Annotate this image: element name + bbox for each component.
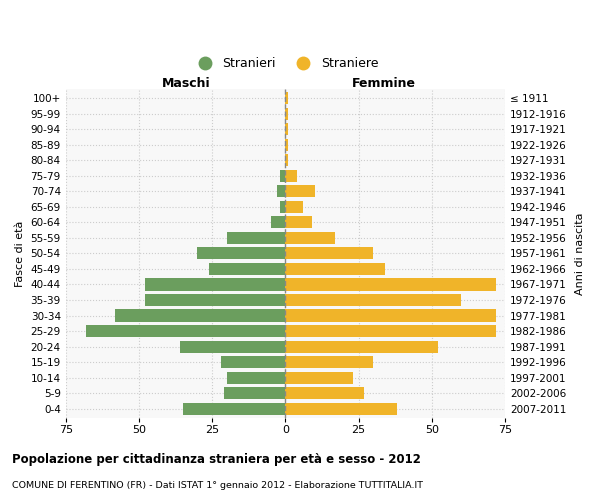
Bar [280, 201, 286, 213]
Bar [209, 263, 286, 275]
Bar [277, 185, 286, 198]
Bar [271, 216, 286, 228]
Bar [180, 340, 286, 352]
Bar [286, 278, 496, 290]
Bar [145, 278, 286, 290]
Bar [286, 356, 373, 368]
Bar [286, 310, 496, 322]
Bar [286, 170, 297, 182]
Bar [145, 294, 286, 306]
Text: COMUNE DI FERENTINO (FR) - Dati ISTAT 1° gennaio 2012 - Elaborazione TUTTITALIA.: COMUNE DI FERENTINO (FR) - Dati ISTAT 1°… [12, 480, 423, 490]
Bar [286, 216, 312, 228]
Bar [286, 201, 303, 213]
Y-axis label: Fasce di età: Fasce di età [15, 220, 25, 286]
Legend: Stranieri, Straniere: Stranieri, Straniere [187, 52, 383, 75]
Text: Popolazione per cittadinanza straniera per età e sesso - 2012: Popolazione per cittadinanza straniera p… [12, 452, 421, 466]
Text: Femmine: Femmine [352, 78, 416, 90]
Bar [227, 372, 286, 384]
Bar [286, 248, 373, 260]
Bar [286, 92, 288, 104]
Bar [286, 232, 335, 244]
Bar [286, 123, 288, 135]
Bar [286, 108, 288, 120]
Y-axis label: Anni di nascita: Anni di nascita [575, 212, 585, 294]
Text: Maschi: Maschi [162, 78, 211, 90]
Bar [286, 263, 385, 275]
Bar [286, 372, 353, 384]
Bar [280, 170, 286, 182]
Bar [197, 248, 286, 260]
Bar [286, 154, 288, 166]
Bar [286, 340, 437, 352]
Bar [286, 402, 397, 415]
Bar [286, 138, 288, 151]
Bar [286, 387, 364, 400]
Bar [183, 402, 286, 415]
Bar [224, 387, 286, 400]
Bar [286, 294, 461, 306]
Bar [227, 232, 286, 244]
Bar [286, 325, 496, 337]
Bar [86, 325, 286, 337]
Bar [286, 185, 314, 198]
Bar [115, 310, 286, 322]
Bar [221, 356, 286, 368]
